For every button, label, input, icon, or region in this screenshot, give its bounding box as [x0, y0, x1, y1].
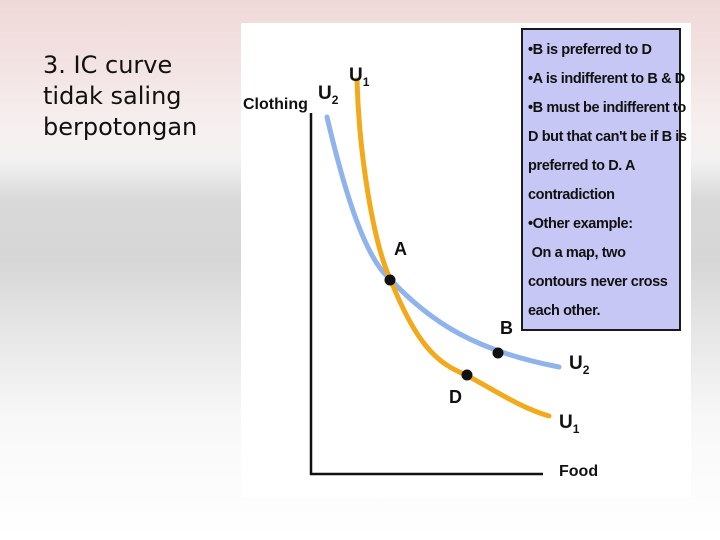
slide-title-line: tidak saling: [43, 82, 182, 110]
curve-u2-name: U: [569, 353, 583, 374]
curve-u2-label-top: U2: [318, 83, 339, 107]
point-d: [461, 369, 473, 381]
slide-title-line: berpotongan: [43, 113, 198, 141]
curve-u2-name: U: [318, 83, 332, 104]
curve-u2-label-end: U2: [569, 353, 590, 377]
y-axis-label: Clothing: [243, 96, 308, 113]
curve-u2-subscript: 2: [332, 93, 339, 107]
point-b-label: B: [500, 318, 513, 338]
note-line: each other.: [528, 303, 601, 319]
curve-u1-subscript: 1: [363, 75, 370, 89]
note-line: On a map, two: [528, 245, 626, 261]
curve-u1-subscript: 1: [573, 422, 580, 436]
curve-u1-label-end: U1: [559, 412, 580, 436]
note-line: •B must be indifferent to: [528, 100, 686, 116]
slide-title: 3. IC curve tidak saling berpotongan: [43, 50, 233, 143]
point-d-label: D: [449, 387, 462, 407]
diagram-canvas: A B D Clothing Food U2 U1 U2 U1: [243, 65, 598, 480]
curve-u1: [354, 77, 552, 419]
slide-title-line: 3. IC curve: [43, 51, 173, 79]
note-line: preferred to D. A: [528, 158, 636, 174]
point-b: [492, 347, 504, 359]
curve-u1-name: U: [559, 412, 573, 433]
curve-u1-name: U: [349, 65, 363, 86]
explanation-box: •B is preferred to D •A is indifferent t…: [521, 28, 687, 331]
note-line: •Other example:: [528, 216, 633, 232]
indifference-curve-diagram: A B D Clothing Food U2 U1 U2 U1 •B is pr…: [241, 23, 691, 498]
note-line: contours never cross: [528, 274, 668, 290]
point-a-label: A: [394, 239, 407, 259]
point-a: [384, 274, 396, 286]
curve-u2-subscript: 2: [583, 363, 590, 377]
note-line: contradiction: [528, 187, 615, 203]
note-line: •A is indifferent to B & D: [528, 71, 685, 87]
x-axis-label: Food: [559, 463, 598, 480]
note-line: D but that can't be if B is: [528, 129, 687, 145]
curve-u1-label-top: U1: [349, 65, 370, 89]
note-line: •B is preferred to D: [528, 42, 652, 58]
